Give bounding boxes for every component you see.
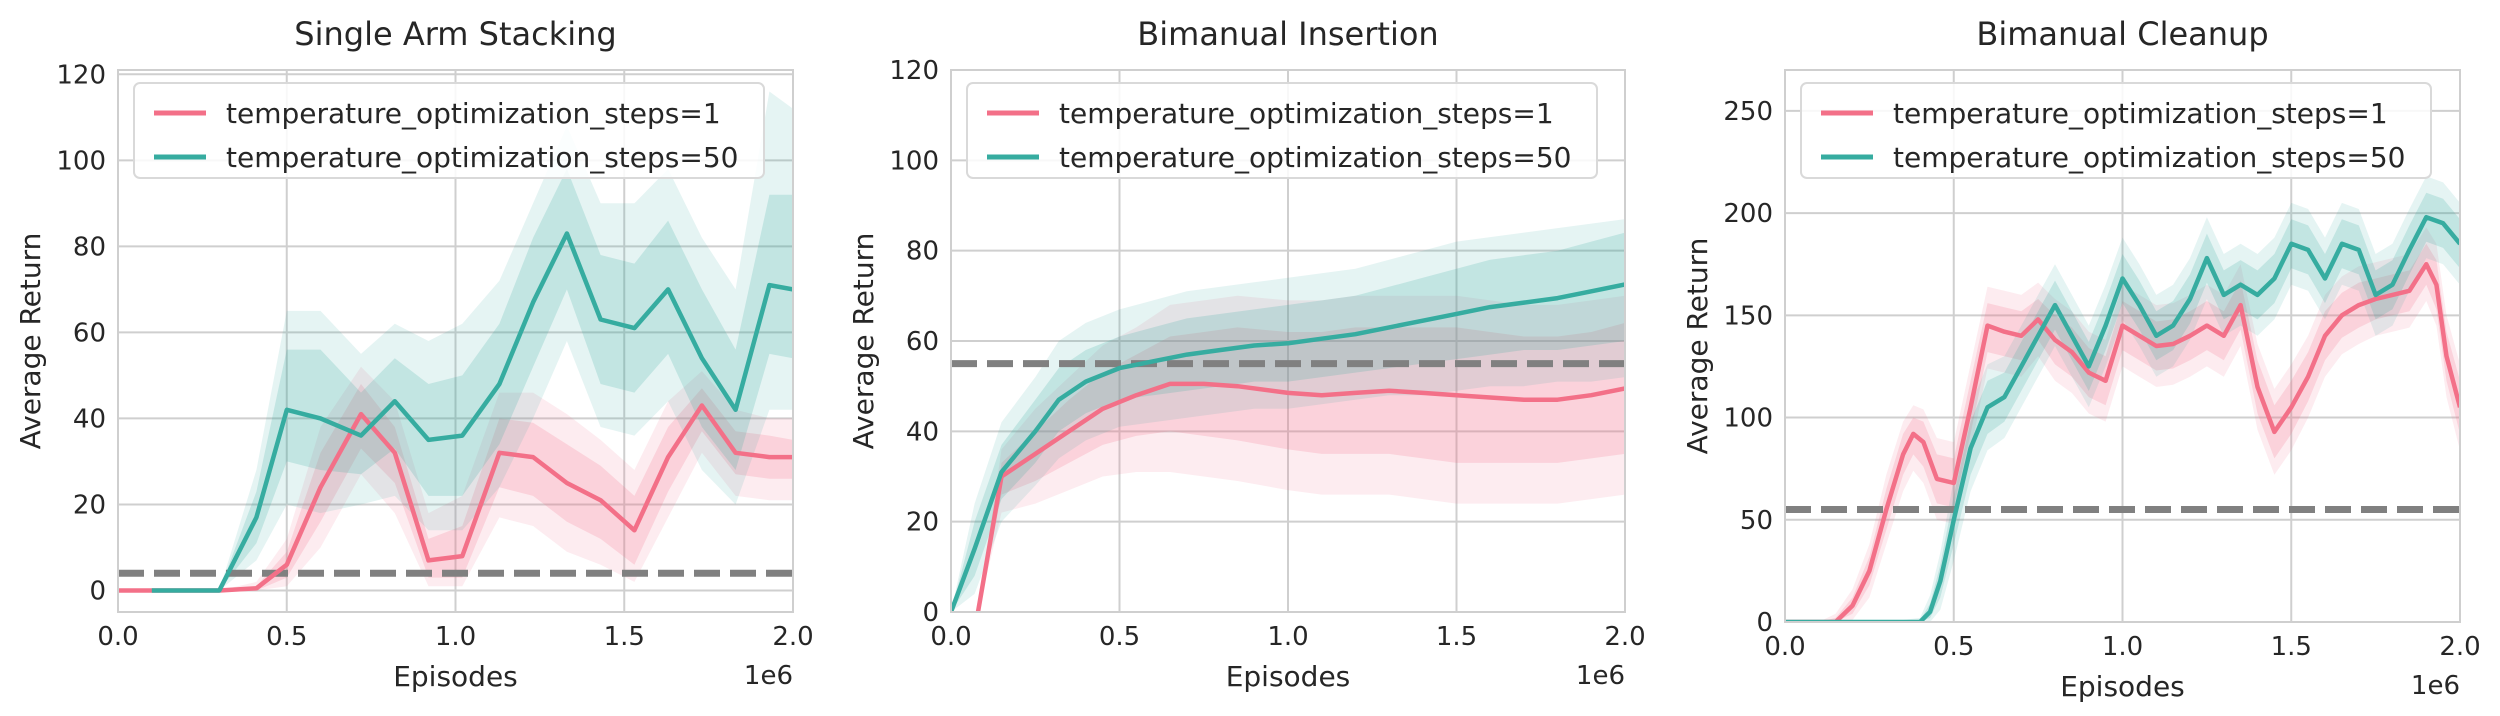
x-tick-label: 1.5	[604, 622, 645, 652]
series-line-1	[118, 403, 793, 593]
x-axis-label: Episodes	[393, 660, 518, 693]
legend-label-1: temperature_optimization_steps=1	[1893, 97, 2388, 130]
y-tick-label: 200	[1723, 199, 1773, 229]
plot-frame	[950, 69, 1626, 613]
chart-panel-2: 0.0 0.5 1.0 1.5 2.0 0 20 40 60 80 100 120 1e6 Episode…	[847, 15, 1646, 693]
x-tick-label: 0.0	[930, 622, 971, 652]
y-tick-label: 0	[922, 598, 939, 628]
legend-box	[133, 82, 765, 179]
series-line-1	[975, 381, 1625, 612]
y-tick-label: 250	[1723, 97, 1773, 127]
confidence-band-inner-2	[151, 168, 793, 591]
y-axis-label: Average Return	[14, 233, 47, 450]
x-tick-label: 0.5	[1099, 622, 1140, 652]
legend-box	[966, 82, 1598, 179]
legend-label-2: temperature_optimization_steps=50	[1059, 141, 1571, 174]
confidence-band-inner-2	[951, 232, 1625, 612]
x-axis-label: Episodes	[1226, 660, 1351, 693]
y-tick-label: 0	[1756, 608, 1773, 638]
x-tick-label: 2.0	[1604, 622, 1645, 652]
confidence-band-outer-1	[118, 366, 793, 591]
chart-title: Single Arm Stacking	[294, 15, 616, 53]
y-axis-label: Average Return	[847, 233, 880, 450]
legend: temperature_optimization_steps=1 temperat…	[1800, 82, 2432, 179]
x-tick-label: 1.0	[435, 622, 476, 652]
data-layer	[951, 219, 1625, 612]
y-tick-label: 40	[73, 404, 106, 434]
x-axis-label: Episodes	[2060, 670, 2185, 703]
legend-label-2: temperature_optimization_steps=50	[1893, 141, 2405, 174]
chart-title: Bimanual Cleanup	[1976, 15, 2268, 53]
x-tick-label: 0.0	[1764, 632, 1805, 662]
legend: temperature_optimization_steps=1 temperat…	[133, 82, 765, 179]
data-layer	[1785, 176, 2460, 622]
y-tick-label: 120	[889, 56, 939, 86]
x-tick-label: 1.5	[2271, 632, 2312, 662]
confidence-band-inner-1	[118, 384, 793, 591]
plot-frame	[117, 69, 794, 613]
chart-panel-1: 0.0 0.5 1.0 1.5 2.0 0 20 40 60 80 100 120 1e6 Episode…	[14, 15, 814, 693]
x-tick-label: 2.0	[772, 622, 813, 652]
legend: temperature_optimization_steps=1 temperat…	[966, 82, 1598, 179]
y-tick-label: 20	[73, 490, 106, 520]
chart-panel-3: 0.0 0.5 1.0 1.5 2.0 0 50 100 150 200 250 1e6 Episode…	[1681, 15, 2481, 703]
x-tick-label: 0.0	[97, 622, 138, 652]
y-tick-label: 60	[906, 327, 939, 357]
x-offset-label: 1e6	[2411, 671, 2460, 701]
y-tick-label: 0	[89, 576, 106, 606]
chart-title: Bimanual Insertion	[1137, 15, 1438, 53]
y-tick-label: 40	[906, 417, 939, 447]
y-tick-label: 100	[56, 146, 106, 176]
x-offset-label: 1e6	[744, 661, 793, 691]
y-tick-label: 100	[889, 146, 939, 176]
x-tick-label: 1.5	[1436, 622, 1477, 652]
x-tick-label: 0.5	[266, 622, 307, 652]
legend-label-1: temperature_optimization_steps=1	[226, 97, 721, 130]
y-tick-label: 50	[1740, 506, 1773, 536]
y-tick-label: 150	[1723, 301, 1773, 331]
y-axis-label: Average Return	[1681, 238, 1714, 455]
confidence-band-outer-1	[978, 295, 1625, 612]
y-tick-label: 120	[56, 60, 106, 90]
x-tick-label: 2.0	[2439, 632, 2480, 662]
legend-label-2: temperature_optimization_steps=50	[226, 141, 738, 174]
y-tick-label: 100	[1723, 404, 1773, 434]
x-tick-label: 1.0	[2102, 632, 2143, 662]
x-tick-label: 0.5	[1933, 632, 1974, 662]
series-line-2	[151, 231, 793, 593]
x-tick-label: 1.0	[1267, 622, 1308, 652]
y-tick-label: 80	[73, 232, 106, 262]
y-tick-label: 60	[73, 318, 106, 348]
confidence-band-outer-2	[151, 91, 793, 591]
plot-frame	[1784, 69, 2461, 623]
series-line-2	[951, 282, 1625, 612]
data-layer	[118, 91, 793, 593]
x-offset-label: 1e6	[1576, 661, 1625, 691]
y-tick-label: 80	[906, 237, 939, 267]
y-tick-label: 20	[906, 508, 939, 538]
series-line-1	[1785, 261, 2460, 622]
legend-box	[1800, 82, 2432, 179]
confidence-band-outer-2	[951, 219, 1625, 612]
series-line-2	[1785, 214, 2460, 622]
legend-label-1: temperature_optimization_steps=1	[1059, 97, 1554, 130]
